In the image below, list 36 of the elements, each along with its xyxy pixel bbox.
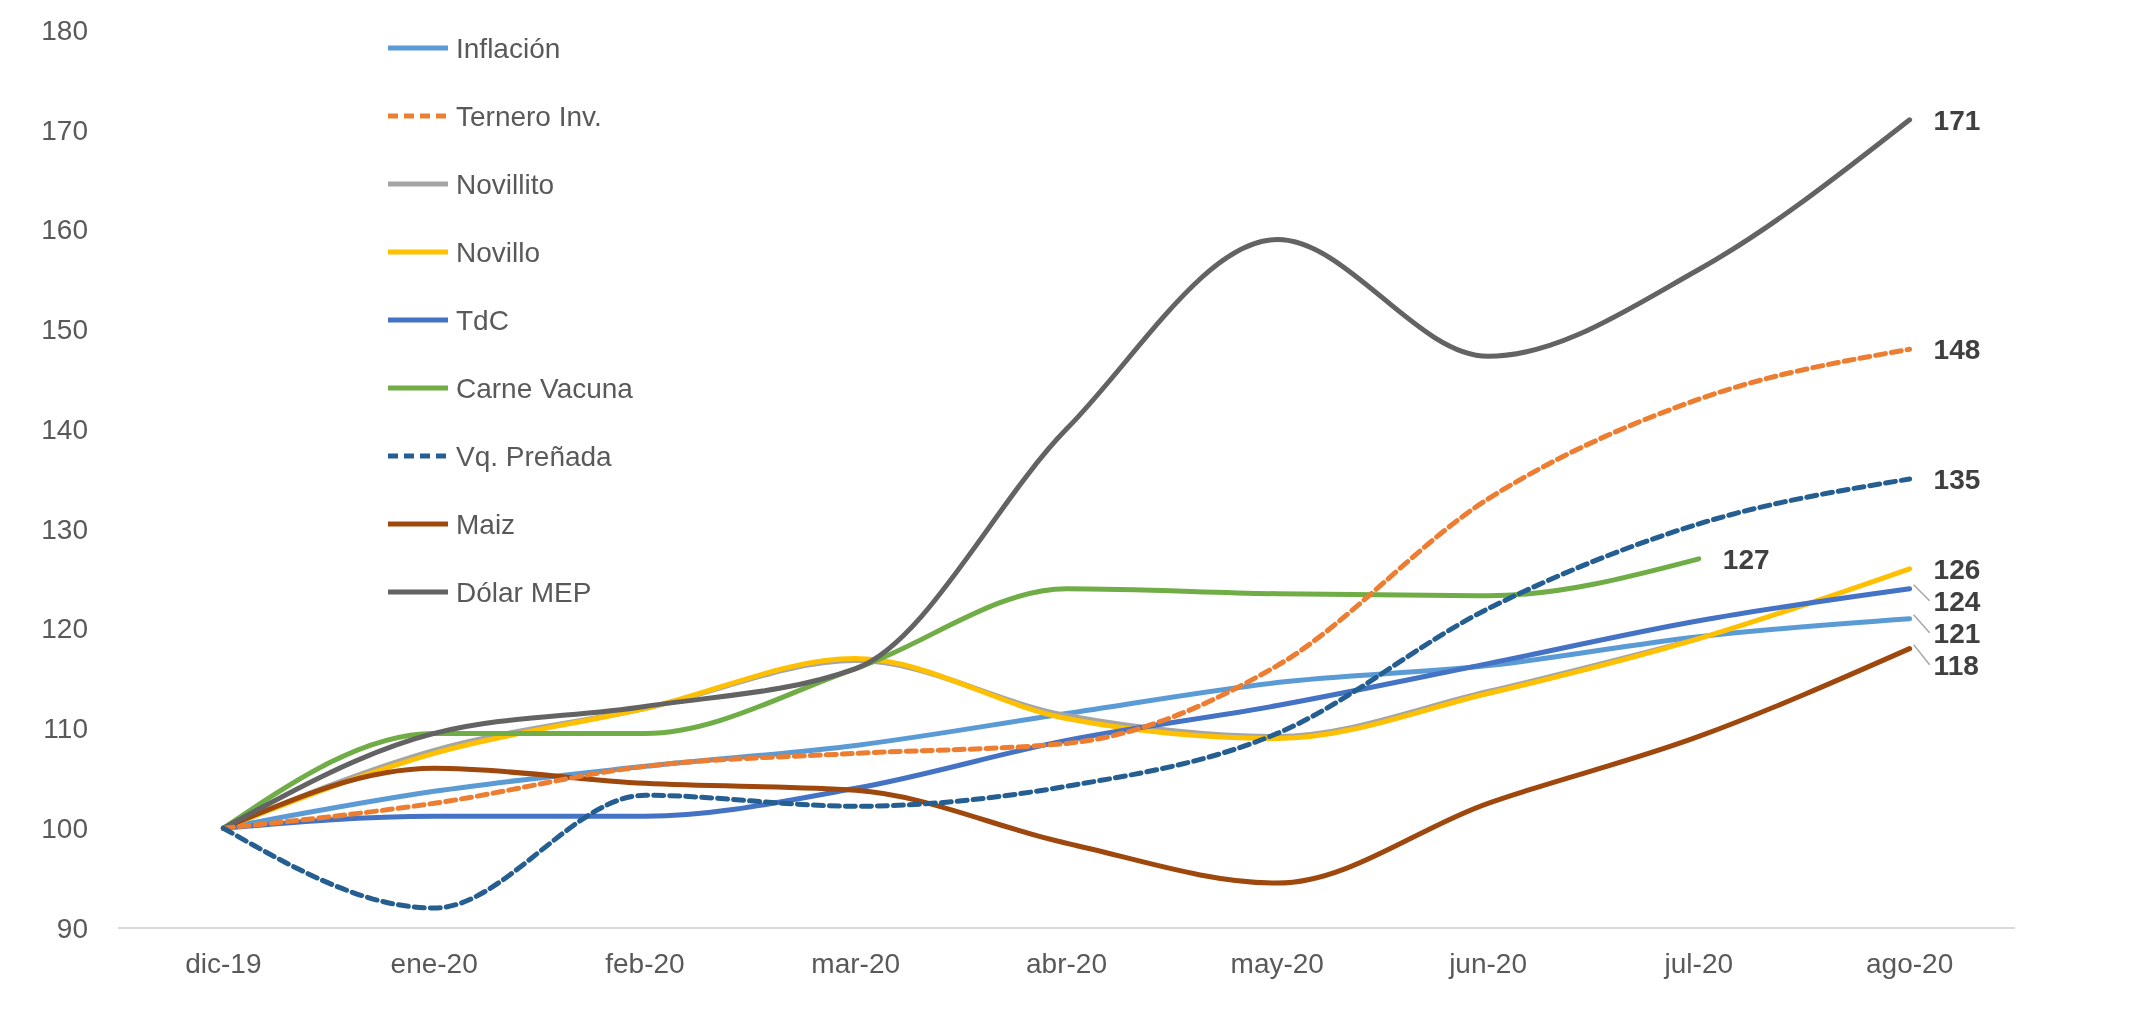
legend-label: Carne Vacuna [456,372,634,404]
y-tick-label: 110 [43,713,88,745]
legend-label: Maiz [456,508,516,540]
x-tick-label: may-20 [1230,948,1324,979]
data-label: 126 [1933,553,1981,585]
legend-label: Dólar MEP [456,576,592,608]
data-label: 127 [1722,543,1770,575]
legend-label: Ternero Inv. [456,100,602,132]
y-tick-label: 160 [41,214,88,246]
legend-label: Novillo [456,236,541,268]
x-tick-label: ago-20 [1866,948,1954,979]
x-tick-label: mar-20 [811,948,901,979]
x-tick-label: dic-19 [185,948,262,979]
data-label: 135 [1933,463,1981,495]
x-tick-label: ene-20 [390,948,478,979]
y-tick-label: 170 [41,114,88,146]
y-tick-label: 140 [41,413,88,445]
legend-label: Inflación [456,32,561,64]
y-tick-label: 120 [41,613,88,645]
y-tick-label: 130 [41,513,88,545]
data-label: 118 [1933,649,1979,681]
legend-label: Novillito [456,168,555,200]
x-tick-label: jun-20 [1448,948,1527,979]
legend-label: TdC [456,304,509,336]
data-label: 148 [1933,334,1981,366]
x-tick-label: abr-20 [1026,948,1107,979]
legend-label: Vq. Preñada [456,440,613,472]
x-tick-label: feb-20 [605,948,685,979]
y-tick-label: 180 [41,14,88,46]
data-label: 121 [1933,617,1981,649]
y-tick-label: 150 [41,314,88,346]
data-label: 124 [1933,585,1981,617]
y-tick-label: 90 [56,912,88,944]
y-tick-label: 100 [41,813,88,845]
data-label: 171 [1933,104,1981,136]
x-tick-label: jul-20 [1663,948,1734,979]
